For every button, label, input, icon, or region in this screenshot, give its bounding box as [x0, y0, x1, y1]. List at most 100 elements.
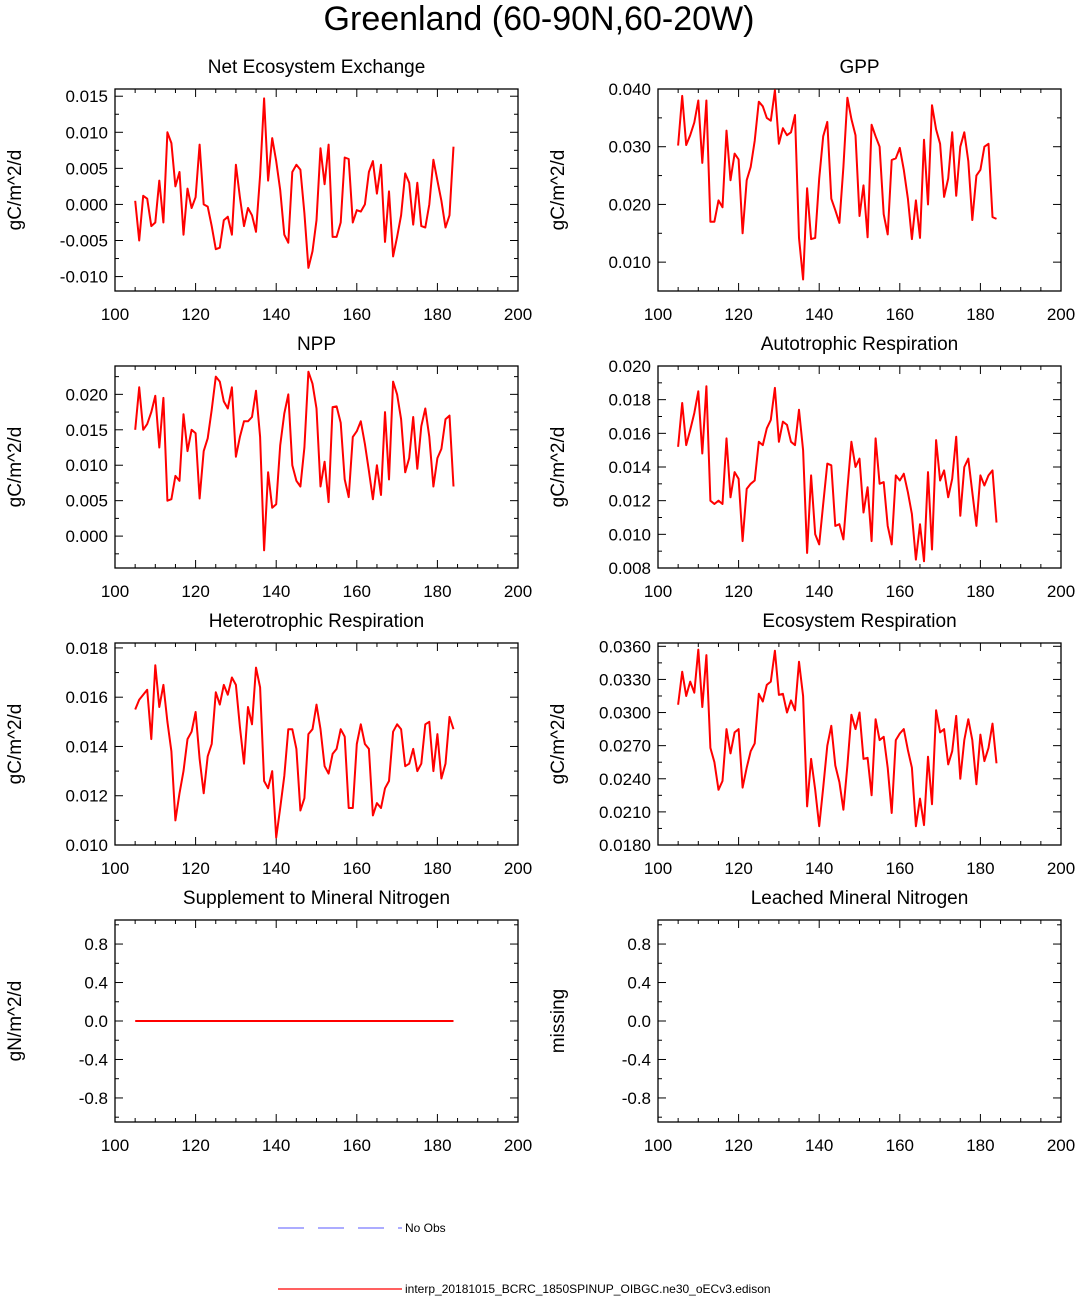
x-tick-label: 160: [343, 582, 371, 601]
panel-8: Leached Mineral Nitrogen missing 100 120 140…: [548, 888, 1075, 1155]
x-tick-label: 200: [1047, 305, 1075, 324]
x-tick-label: 160: [343, 305, 371, 324]
y-axis-label: gC/m^2/d: [548, 150, 569, 231]
x-tick-label: 100: [101, 1136, 129, 1155]
x-tick-label: 200: [504, 1136, 532, 1155]
panel-title: Heterotrophic Respiration: [209, 611, 424, 632]
x-tick-label: 100: [101, 582, 129, 601]
legend: No Obs interp_20181015_BCRC_1850SPINUP_OI…: [278, 1221, 771, 1296]
x-tick-label: 180: [966, 582, 994, 601]
x-tick-label: 140: [262, 305, 290, 324]
x-tick-label: 160: [886, 305, 914, 324]
y-tick-label: 0.010: [65, 456, 108, 475]
x-tick-label: 160: [886, 1136, 914, 1155]
x-tick-label: 200: [1047, 859, 1075, 878]
x-tick-label: 160: [343, 1136, 371, 1155]
page-title: Greenland (60-90N,60-20W): [324, 0, 755, 38]
x-tick-label: 100: [101, 859, 129, 878]
y-tick-label: 0.0210: [599, 803, 651, 822]
x-tick-label: 140: [805, 1136, 833, 1155]
plot-frame: [114, 365, 519, 569]
y-axis-label: gC/m^2/d: [548, 427, 569, 508]
y-tick-label: 0.018: [65, 639, 108, 658]
y-tick-label: 0.010: [608, 525, 651, 544]
x-tick-label: 160: [886, 582, 914, 601]
y-tick-label: 0.016: [65, 688, 108, 707]
y-tick-label: 0.0330: [599, 670, 651, 689]
panel-title: Ecosystem Respiration: [762, 611, 956, 632]
y-tick-label: 0.000: [65, 527, 108, 546]
x-tick-label: 120: [724, 859, 752, 878]
y-tick-label: 0.8: [84, 935, 108, 954]
x-tick-label: 180: [423, 305, 451, 324]
y-tick-label: 0.012: [65, 787, 108, 806]
y-tick-label: 0.000: [65, 195, 108, 214]
panel-6: Ecosystem Respiration gC/m^2/d 100 120 140 16…: [548, 611, 1075, 878]
x-tick-label: 120: [724, 305, 752, 324]
x-tick-label: 140: [805, 582, 833, 601]
y-tick-label: 0.016: [608, 424, 651, 443]
x-tick-label: 120: [181, 305, 209, 324]
y-tick-label: -0.005: [60, 232, 108, 251]
x-tick-label: 200: [1047, 1136, 1075, 1155]
panel-5: Heterotrophic Respiration gC/m^2/d 100 120 1…: [5, 611, 532, 878]
x-tick-label: 120: [181, 859, 209, 878]
x-tick-label: 180: [966, 859, 994, 878]
x-tick-label: 100: [101, 305, 129, 324]
y-tick-label: 0.018: [608, 391, 651, 410]
y-tick-label: 0.4: [627, 974, 651, 993]
y-tick-label: -0.8: [79, 1089, 108, 1108]
panel-1: Net Ecosystem Exchange gC/m^2/d 100 120 140 1…: [5, 57, 532, 324]
panel-2: GPP gC/m^2/d 100 120 140 160 180 200 0.010 0.020 0…: [548, 57, 1075, 324]
y-tick-label: 0.030: [608, 138, 651, 157]
x-tick-label: 100: [644, 1136, 672, 1155]
y-tick-label: 0.014: [608, 458, 651, 477]
y-axis-label: gC/m^2/d: [5, 704, 26, 785]
y-tick-label: 0.010: [65, 836, 108, 855]
y-tick-label: 0.012: [608, 492, 651, 511]
panel-3: NPP gC/m^2/d 100 120 140 160 180 200 0.000 0.005 0…: [5, 334, 532, 601]
y-axis-label: gN/m^2/d: [5, 981, 26, 1062]
panel-title: Leached Mineral Nitrogen: [751, 888, 969, 909]
plot-frame: [657, 919, 1062, 1123]
y-tick-label: 0.0270: [599, 737, 651, 756]
panel-title: NPP: [297, 334, 336, 355]
y-axis-label: gC/m^2/d: [5, 150, 26, 231]
y-tick-label: 0.008: [608, 559, 651, 578]
y-tick-label: -0.4: [622, 1050, 651, 1069]
y-tick-label: 0.0180: [599, 836, 651, 855]
series-line: [134, 370, 455, 552]
y-tick-label: 0.8: [627, 935, 651, 954]
x-tick-label: 180: [423, 1136, 451, 1155]
y-tick-label: 0.0: [627, 1012, 651, 1031]
x-tick-label: 180: [966, 1136, 994, 1155]
x-tick-label: 200: [1047, 582, 1075, 601]
y-tick-label: -0.4: [79, 1050, 108, 1069]
y-axis-label: gC/m^2/d: [5, 427, 26, 508]
x-tick-label: 120: [181, 1136, 209, 1155]
x-tick-label: 200: [504, 582, 532, 601]
y-tick-label: 0.4: [84, 974, 108, 993]
plot-frame: [114, 88, 519, 292]
y-tick-label: -0.010: [60, 268, 108, 287]
x-tick-label: 140: [805, 859, 833, 878]
series-line: [677, 648, 998, 828]
y-tick-label: 0.010: [608, 253, 651, 272]
y-tick-label: 0.010: [65, 123, 108, 142]
x-tick-label: 140: [262, 582, 290, 601]
x-tick-label: 120: [181, 582, 209, 601]
y-tick-label: 0.0360: [599, 637, 651, 656]
y-tick-label: 0.020: [65, 385, 108, 404]
y-tick-label: 0.005: [65, 159, 108, 178]
y-tick-label: 0.014: [65, 737, 108, 756]
panel-title: Supplement to Mineral Nitrogen: [183, 888, 450, 909]
panel-7: Supplement to Mineral Nitrogen gN/m^2/d 10…: [5, 888, 532, 1155]
y-tick-label: 0.015: [65, 421, 108, 440]
y-tick-label: 0.040: [608, 80, 651, 99]
x-tick-label: 140: [805, 305, 833, 324]
x-tick-label: 100: [644, 305, 672, 324]
panel-title: GPP: [839, 57, 879, 78]
x-tick-label: 100: [644, 582, 672, 601]
y-tick-label: 0.015: [65, 87, 108, 106]
